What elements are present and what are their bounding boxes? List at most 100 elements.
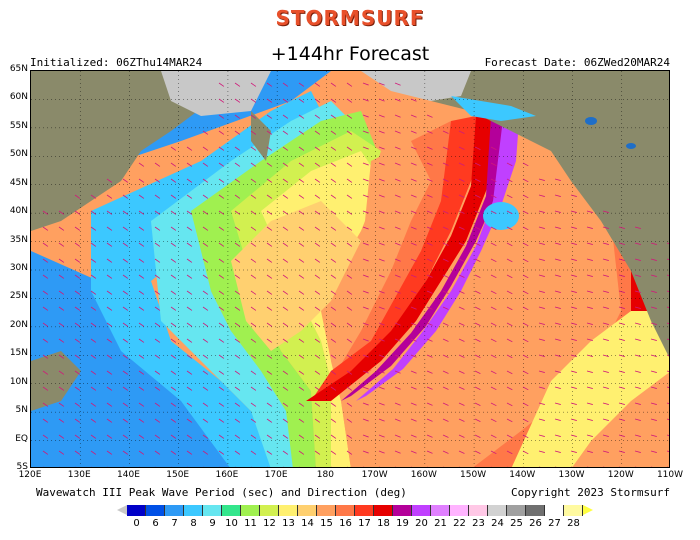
- direction-arrow: [154, 210, 161, 215]
- direction-arrow: [42, 338, 49, 343]
- direction-arrow: [506, 338, 513, 343]
- direction-arrow: [282, 386, 289, 391]
- direction-arrow: [250, 130, 257, 135]
- direction-arrow: [394, 226, 401, 230]
- direction-arrow: [266, 322, 273, 327]
- direction-arrow: [170, 274, 177, 279]
- direction-arrow: [362, 338, 369, 342]
- direction-arrow: [314, 338, 321, 343]
- direction-arrow: [170, 146, 177, 151]
- direction-arrow: [666, 306, 669, 308]
- direction-arrow: [298, 418, 305, 423]
- direction-arrow: [362, 130, 369, 134]
- direction-arrow: [442, 242, 449, 246]
- direction-arrow: [458, 226, 465, 230]
- direction-arrow: [330, 82, 337, 87]
- direction-arrow: [330, 290, 337, 295]
- direction-arrow: [186, 354, 193, 359]
- direction-arrow: [250, 98, 257, 103]
- direction-arrow: [330, 258, 337, 263]
- direction-arrow: [122, 210, 129, 215]
- direction-arrow: [427, 466, 429, 467]
- direction-arrow: [90, 274, 97, 279]
- direction-arrow: [298, 338, 305, 343]
- scale-swatch: [507, 505, 526, 516]
- direction-arrow: [267, 466, 268, 467]
- direction-arrow: [250, 354, 257, 359]
- direction-arrow: [426, 146, 433, 150]
- direction-arrow: [394, 242, 401, 246]
- direction-arrow: [90, 226, 97, 231]
- direction-arrow: [362, 178, 369, 182]
- direction-arrow: [602, 402, 609, 405]
- direction-arrow: [570, 386, 577, 389]
- direction-arrow: [155, 466, 156, 467]
- direction-arrow: [154, 290, 161, 295]
- direction-arrow: [202, 450, 209, 455]
- direction-arrow: [42, 370, 49, 375]
- direction-arrow: [154, 258, 161, 263]
- direction-arrow: [490, 274, 497, 279]
- direction-arrow: [634, 290, 641, 293]
- direction-arrow: [474, 338, 481, 342]
- direction-arrow: [314, 370, 321, 375]
- direction-arrow: [394, 386, 401, 390]
- direction-arrow: [442, 338, 449, 342]
- direction-arrow: [218, 130, 225, 135]
- direction-arrow: [250, 258, 257, 263]
- direction-arrow: [426, 178, 433, 182]
- direction-arrow: [346, 370, 353, 375]
- direction-arrow: [458, 402, 465, 406]
- scale-label: 28: [567, 518, 580, 529]
- direction-arrow: [346, 274, 353, 279]
- direction-arrow: [330, 418, 337, 423]
- direction-arrow: [538, 290, 545, 293]
- direction-arrow: [234, 370, 241, 375]
- direction-arrow: [538, 274, 545, 277]
- direction-arrow: [202, 210, 209, 215]
- direction-arrow: [458, 258, 465, 262]
- direction-arrow: [154, 178, 161, 183]
- direction-arrow: [202, 338, 209, 343]
- direction-arrow: [666, 322, 669, 324]
- direction-arrow: [410, 354, 417, 358]
- direction-arrow: [218, 146, 225, 151]
- direction-arrow: [282, 98, 289, 103]
- direction-arrow: [522, 354, 529, 359]
- direction-arrow: [203, 466, 204, 467]
- direction-arrow: [170, 258, 177, 263]
- direction-arrow: [394, 274, 401, 278]
- direction-arrow: [378, 226, 385, 230]
- direction-arrow: [218, 114, 225, 119]
- direction-arrow: [346, 322, 353, 327]
- direction-arrow: [474, 162, 481, 166]
- direction-arrow: [298, 370, 305, 375]
- direction-arrow: [459, 466, 460, 467]
- direction-arrow: [490, 306, 497, 311]
- direction-arrow: [442, 194, 449, 198]
- direction-arrow: [74, 226, 81, 231]
- direction-arrow: [314, 194, 321, 199]
- direction-arrow: [106, 290, 113, 295]
- direction-arrow: [586, 434, 593, 437]
- direction-arrow: [298, 434, 305, 439]
- direction-arrow: [394, 338, 401, 342]
- direction-arrow: [202, 146, 209, 151]
- direction-arrow: [362, 402, 369, 406]
- direction-arrow: [634, 418, 641, 421]
- direction-arrow: [58, 258, 65, 263]
- direction-arrow: [522, 450, 529, 455]
- direction-arrow: [538, 194, 545, 197]
- direction-arrow: [298, 450, 305, 455]
- period-band-14: [231, 201, 361, 351]
- direction-arrow: [650, 306, 657, 309]
- direction-arrow: [266, 258, 273, 263]
- direction-arrow: [58, 290, 65, 295]
- scale-swatch: [450, 505, 469, 516]
- direction-arrow: [362, 354, 369, 358]
- direction-arrow: [426, 370, 433, 374]
- direction-arrow: [586, 226, 593, 229]
- direction-arrow: [170, 178, 177, 183]
- direction-arrow: [138, 402, 145, 407]
- longitude-label: 150W: [460, 470, 487, 480]
